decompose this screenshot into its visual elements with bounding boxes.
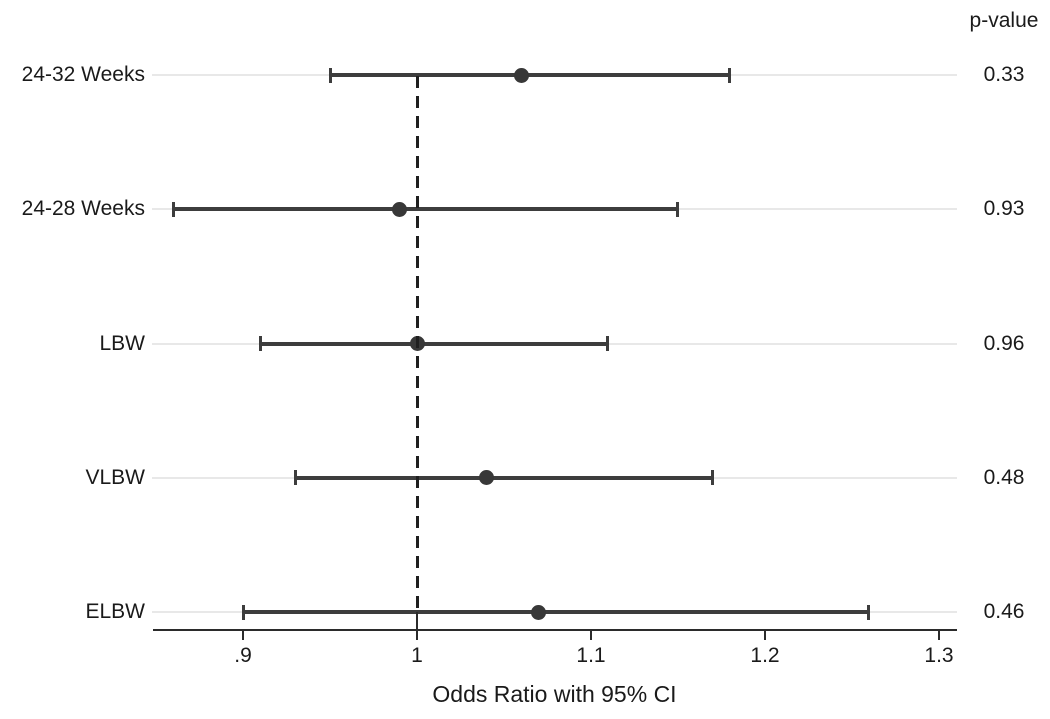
ci-cap-right	[867, 604, 871, 620]
ci-cap-left	[329, 67, 332, 83]
point-estimate-marker	[531, 604, 547, 620]
x-axis-line	[153, 629, 957, 631]
x-axis-title: Odds Ratio with 95% CI	[432, 681, 677, 707]
ci-line	[295, 475, 713, 480]
ci-cap-left	[259, 336, 263, 351]
ci-cap-left	[242, 604, 245, 620]
reference-line-base	[416, 612, 418, 640]
ci-line	[260, 341, 609, 346]
ci-cap-right	[676, 201, 679, 217]
row-label: 24-28 Weeks	[21, 197, 145, 221]
point-estimate-marker	[513, 67, 529, 83]
ci-line	[173, 207, 678, 212]
row-label: 24-32 Weeks	[21, 63, 145, 86]
x-axis-tick	[416, 631, 418, 640]
reference-line-dashed	[415, 76, 419, 612]
point-estimate-marker	[392, 201, 408, 217]
pvalue-column-header: p-value	[969, 9, 1039, 32]
x-axis-tick-label: 1	[411, 644, 423, 667]
p-value: 0.33	[983, 63, 1025, 86]
p-value: 0.93	[983, 197, 1025, 221]
row-label: ELBW	[85, 600, 145, 623]
point-estimate-marker	[479, 470, 495, 486]
ci-line	[330, 73, 731, 77]
x-axis-tick	[938, 631, 940, 640]
ci-line	[243, 610, 870, 614]
x-axis-tick-label: 1.2	[750, 644, 780, 667]
x-axis-tick	[590, 631, 592, 640]
ci-cap-left	[172, 201, 176, 217]
x-axis-tick	[242, 631, 244, 640]
x-axis-tick-label: .9	[234, 644, 252, 667]
ci-cap-right	[728, 67, 732, 83]
ci-cap-right	[606, 336, 610, 351]
ci-cap-left	[294, 470, 298, 486]
x-axis-tick-label: 1.1	[576, 644, 606, 667]
x-axis-tick-label: 1.3	[924, 644, 954, 667]
row-label: VLBW	[85, 465, 145, 489]
p-value: 0.48	[983, 465, 1025, 489]
p-value: 0.96	[983, 331, 1025, 355]
p-value: 0.46	[983, 600, 1025, 623]
row-label: LBW	[99, 331, 145, 355]
x-axis-tick	[764, 631, 766, 640]
ci-cap-right	[710, 470, 714, 486]
